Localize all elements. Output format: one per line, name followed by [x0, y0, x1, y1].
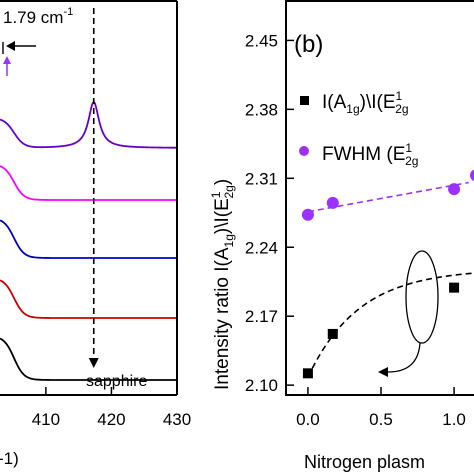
black-square-point	[449, 282, 460, 293]
spectrum-curve	[0, 100, 176, 149]
left-panel: 410 420 430 sapphire 1.79 cm-1 -1)	[0, 0, 191, 468]
left-x-tick-label: 410	[32, 410, 60, 429]
spectrum-curve	[0, 219, 176, 259]
loop-annotation-arrow-head	[378, 367, 388, 377]
right-y-tick-label: 2.38	[245, 100, 278, 119]
right-y-tick-label: 2.10	[245, 376, 278, 395]
left-curves	[0, 100, 176, 381]
loop-annotation-arrow	[387, 342, 421, 373]
right-x-tick-label: 0.0	[296, 410, 320, 429]
right-x-tick-label: 1.0	[442, 410, 466, 429]
purple-circle-point	[448, 183, 461, 196]
right-y-axis-label: Intensity ratio I(A1g)\I(E12g)	[209, 179, 236, 390]
shift-label: 1.79 cm-1	[3, 6, 73, 27]
left-x-axis-label: -1)	[0, 449, 19, 468]
right-data-markers	[301, 169, 474, 379]
spectrum-curve	[0, 165, 176, 201]
legend-purple-label: FWHM (E1 2g	[322, 141, 418, 168]
right-y-tick-label: 2.17	[245, 307, 278, 326]
sapphire-arrow-head	[88, 358, 99, 368]
left-x-tick-label: 430	[163, 410, 191, 429]
shift-tick-arrow-head	[3, 56, 11, 64]
left-x-ticks: 410 420 430	[32, 387, 191, 429]
right-y-ticks: 2.10 2.17 2.24 2.31 2.38 2.45	[245, 31, 294, 395]
black-square-point	[302, 368, 313, 379]
loop-annotation-ellipse	[405, 250, 439, 344]
legend-black-label: I(A1g)\I(E1 2g	[322, 89, 409, 116]
purple-circle-point	[301, 208, 314, 221]
right-x-axis-label: Nitrogen plasm	[304, 452, 425, 472]
purple-circle-point	[326, 196, 339, 209]
right-x-ticks: 0.0 0.5 1.0	[296, 387, 466, 429]
right-y-tick-label: 2.31	[245, 169, 278, 188]
purple-circle-point	[470, 169, 474, 181]
right-x-tick-label: 0.5	[369, 410, 393, 429]
purple-fit-line	[307, 181, 469, 213]
right-panel: 2.10 2.17 2.24 2.31 2.38 2.45 0.0 0.5 1.0 (b) I…	[209, 0, 474, 472]
left-x-tick-label: 420	[97, 410, 125, 429]
shift-arrow-head	[6, 41, 15, 51]
legend-purple-circle-marker	[299, 146, 309, 156]
legend-black-square-marker	[300, 96, 309, 105]
spectrum-curve	[0, 337, 176, 381]
right-y-tick-label: 2.24	[245, 238, 278, 257]
spectrum-curve	[0, 279, 176, 319]
right-panel-label: (b)	[294, 31, 323, 58]
black-square-point	[327, 328, 338, 339]
right-y-tick-label: 2.45	[245, 31, 278, 50]
sapphire-label: sapphire	[86, 373, 147, 390]
